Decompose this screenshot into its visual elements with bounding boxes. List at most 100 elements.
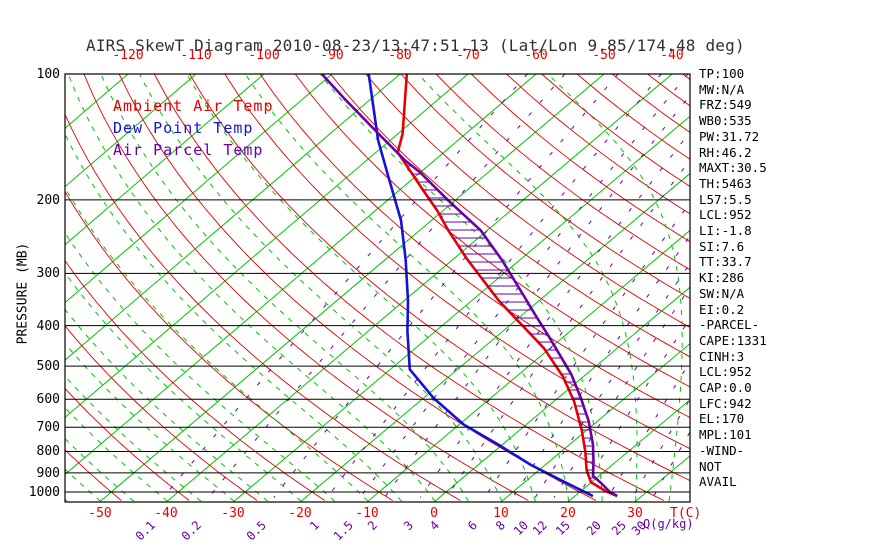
bottom-temp-tick-label: 10 [493, 506, 509, 521]
top-temp-tick-label: -50 [592, 48, 616, 63]
parameter-item: MPL:101 [699, 427, 752, 443]
parameter-item: LCL:952 [699, 207, 752, 223]
mixing-ratio-line [419, 131, 690, 498]
moist-adiabat-line [67, 74, 436, 502]
isotherm-line [99, 74, 605, 502]
mixing-ratio-line [607, 361, 690, 498]
dry-adiabat-line [365, 74, 690, 328]
parameter-item: LFC:942 [699, 395, 752, 411]
curve-air-parcel-temp [320, 74, 618, 498]
top-temp-tick-label: -60 [524, 48, 548, 63]
parameter-item: MAXT:30.5 [699, 160, 767, 176]
parameter-item: LCL:952 [699, 364, 752, 380]
bottom-temp-tick-label: -40 [154, 506, 178, 521]
moist-adiabat-line [65, 342, 235, 502]
parameter-item: TH:5463 [699, 175, 752, 191]
moist-adiabat-line [65, 308, 269, 502]
parameter-list: TP:100 MW:N/A FRZ:549 WB0:535 PW:31.72 RH:46.… [699, 66, 767, 490]
mixing-ratio-line [534, 262, 690, 498]
parameter-item: LI:-1.8 [699, 223, 752, 239]
dry-adiabat-line [65, 259, 326, 501]
dry-adiabat-line [259, 74, 690, 419]
legend-air-parcel: Air Parcel Temp [113, 141, 264, 159]
parameter-item: CAP:0.0 [699, 380, 752, 396]
parameter-item: -WIND- [699, 442, 745, 458]
curve-ambient-air-temp [396, 74, 618, 498]
dry-adiabat-line [65, 387, 190, 501]
top-temp-tick-label: -110 [180, 48, 212, 63]
parameter-item: -PARCEL- [699, 317, 760, 333]
pressure-tick-label: 200 [36, 193, 60, 208]
isotherm-line [65, 74, 197, 188]
top-temp-tick-label: -70 [456, 48, 480, 63]
parameter-item: SI:7.6 [699, 238, 745, 254]
isotherm-line [500, 342, 690, 502]
pressure-tick-label: 500 [36, 359, 60, 374]
isotherm-line [65, 74, 537, 476]
temp-unit-label: T(C) [670, 506, 702, 521]
chart-title: AIRS SkewT Diagram 2010-08-23/13:47:51.1… [86, 36, 745, 55]
parameter-item: RH:46.2 [699, 144, 752, 160]
bottom-temp-tick-label: 20 [560, 506, 576, 521]
bottom-temp-tick-label: -50 [88, 506, 112, 521]
dry-adiabat-line [65, 190, 393, 501]
dry-adiabat-line [65, 449, 122, 501]
mixing-ratio-line [445, 159, 690, 498]
isotherm-line [166, 74, 673, 502]
parameter-item: TP:100 [699, 66, 745, 81]
legend-dew-point: Dew Point Temp [113, 119, 254, 137]
parameter-item: EL:170 [699, 411, 745, 427]
pressure-tick-label: 700 [36, 420, 60, 435]
parameter-item: NOT [699, 458, 722, 474]
pressure-tick-label: 100 [36, 67, 60, 82]
parameter-item: PW:31.72 [699, 128, 760, 144]
pressure-tick-label: 300 [36, 266, 60, 281]
top-temp-tick-label: -120 [112, 48, 144, 63]
pressure-tick-label: 800 [36, 444, 60, 459]
moist-adiabat-line [65, 272, 302, 502]
parameter-item: WB0:535 [699, 113, 752, 129]
mixing-ratio-line [208, 74, 566, 498]
moist-adiabat-line [547, 74, 683, 502]
parameter-item: CAPE:1331 [699, 332, 767, 348]
isotherm-line [65, 74, 333, 304]
bottom-temp-tick-label: 30 [627, 506, 643, 521]
plot-area [65, 74, 870, 502]
moist-adiabat-line [100, 74, 469, 502]
top-temp-tick-label: -90 [320, 48, 344, 63]
parameter-item: CINH:3 [699, 348, 745, 364]
curve-dew-point-temp [367, 74, 594, 498]
parameter-item: SW:N/A [699, 285, 745, 301]
bottom-temp-tick-label: 0 [430, 506, 438, 521]
mixing-ratio-line [359, 74, 689, 498]
dry-adiabat-line [400, 74, 690, 299]
isotherm-line [299, 172, 690, 502]
bottom-temp-tick-label: -30 [221, 506, 245, 521]
parameter-item: TT:33.7 [699, 254, 752, 270]
parameter-item: MW:N/A [699, 81, 745, 97]
isotherm-line [232, 115, 690, 502]
top-temp-tick-label: -80 [388, 48, 412, 63]
dry-adiabat-line [506, 74, 690, 215]
pressure-axis-label: PRESSURE (MB) [15, 242, 31, 345]
moist-adiabat-line [65, 498, 68, 502]
moist-adiabat-line [65, 186, 369, 502]
parameter-item: FRZ:549 [699, 97, 752, 113]
dry-adiabat-line [224, 74, 690, 450]
pressure-tick-label: 400 [36, 319, 60, 334]
dry-adiabat-line [435, 74, 690, 271]
pressure-tick-label: 900 [36, 466, 60, 481]
dry-adiabat-line [330, 74, 690, 358]
parameter-item: KI:286 [699, 270, 745, 286]
bottom-temp-tick-label: -10 [355, 506, 379, 521]
dry-adiabat-line [753, 74, 870, 501]
dry-adiabat-line [65, 325, 258, 501]
isotherm-line [65, 74, 469, 419]
isotherm-line [65, 74, 401, 361]
mixing-ratio-unit-label: Q(g/kg) [643, 517, 694, 531]
mixing-ratio-line [553, 286, 690, 498]
dry-adiabat-line [83, 74, 529, 501]
bottom-temp-tick-label: -20 [288, 506, 312, 521]
